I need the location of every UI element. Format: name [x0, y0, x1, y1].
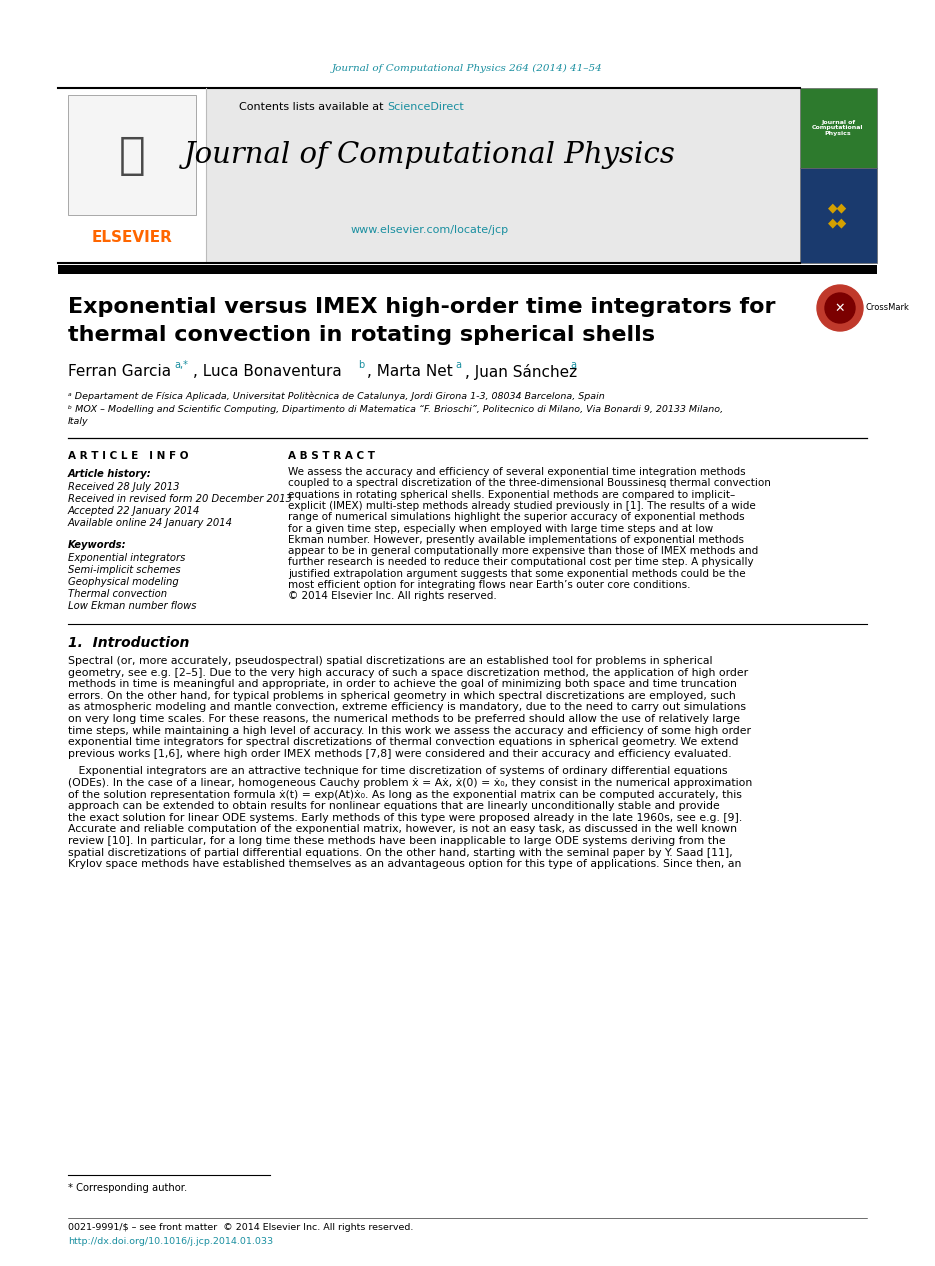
- Text: most efficient option for integrating flows near Earth’s outer core conditions.: most efficient option for integrating fl…: [288, 580, 691, 590]
- Text: Contents lists available at: Contents lists available at: [239, 103, 387, 111]
- Text: explicit (IMEX) multi-step methods already studied previously in [1]. The result: explicit (IMEX) multi-step methods alrea…: [288, 501, 755, 511]
- Text: ScienceDirect: ScienceDirect: [387, 103, 464, 111]
- Text: A B S T R A C T: A B S T R A C T: [288, 451, 375, 461]
- Text: errors. On the other hand, for typical problems in spherical geometry in which s: errors. On the other hand, for typical p…: [68, 691, 736, 701]
- Bar: [58, 89, 800, 263]
- Text: the exact solution for linear ODE systems. Early methods of this type were propo: the exact solution for linear ODE system…: [68, 813, 742, 823]
- Text: geometry, see e.g. [2–5]. Due to the very high accuracy of such a space discreti: geometry, see e.g. [2–5]. Due to the ver…: [68, 667, 748, 677]
- Text: , Luca Bonaventura: , Luca Bonaventura: [193, 365, 342, 380]
- Bar: [68, 95, 196, 215]
- Text: Exponential integrators are an attractive technique for time discretization of s: Exponential integrators are an attractiv…: [68, 766, 727, 776]
- Text: a: a: [570, 360, 576, 370]
- Text: Semi-implicit schemes: Semi-implicit schemes: [68, 565, 180, 575]
- Text: Journal of Computational Physics 264 (2014) 41–54: Journal of Computational Physics 264 (20…: [332, 63, 602, 72]
- Text: Received in revised form 20 December 2013: Received in revised form 20 December 201…: [68, 494, 292, 504]
- Text: * Corresponding author.: * Corresponding author.: [68, 1182, 187, 1193]
- Text: Exponential versus IMEX high-order time integrators for: Exponential versus IMEX high-order time …: [68, 298, 775, 316]
- Text: for a given time step, especially when employed with large time steps and at low: for a given time step, especially when e…: [288, 524, 713, 533]
- Text: ✕: ✕: [835, 301, 845, 314]
- Circle shape: [817, 285, 863, 330]
- Text: , Juan Sánchez: , Juan Sánchez: [465, 365, 577, 380]
- Text: Article history:: Article history:: [68, 468, 151, 479]
- Text: exponential time integrators for spectral discretizations of thermal convection : exponential time integrators for spectra…: [68, 737, 739, 747]
- Bar: [800, 168, 877, 263]
- Text: a,*: a,*: [174, 360, 188, 370]
- Text: as atmospheric modeling and mantle convection, extreme efficiency is mandatory, : as atmospheric modeling and mantle conve…: [68, 703, 746, 713]
- Bar: [58, 89, 206, 263]
- Text: on very long time scales. For these reasons, the numerical methods to be preferr: on very long time scales. For these reas…: [68, 714, 740, 724]
- Text: of the solution representation formula ẋ(t) = exp(At)ẋ₀. As long as the exponent: of the solution representation formula ẋ…: [68, 790, 741, 800]
- Text: Accepted 22 January 2014: Accepted 22 January 2014: [68, 506, 200, 517]
- Text: http://dx.doi.org/10.1016/j.jcp.2014.01.033: http://dx.doi.org/10.1016/j.jcp.2014.01.…: [68, 1237, 273, 1246]
- Text: Available online 24 January 2014: Available online 24 January 2014: [68, 518, 233, 528]
- Text: © 2014 Elsevier Inc. All rights reserved.: © 2014 Elsevier Inc. All rights reserved…: [288, 591, 496, 601]
- Text: Thermal convection: Thermal convection: [68, 589, 167, 599]
- Text: further research is needed to reduce their computational cost per time step. A p: further research is needed to reduce the…: [288, 557, 754, 567]
- Bar: [800, 89, 877, 168]
- Text: previous works [1,6], where high order IMEX methods [7,8] were considered and th: previous works [1,6], where high order I…: [68, 748, 731, 758]
- Text: , Marta Net: , Marta Net: [367, 365, 453, 380]
- Text: methods in time is meaningful and appropriate, in order to achieve the goal of m: methods in time is meaningful and approp…: [68, 679, 737, 689]
- Text: equations in rotating spherical shells. Exponential methods are compared to impl: equations in rotating spherical shells. …: [288, 490, 735, 500]
- Text: Ekman number. However, presently available implementations of exponential method: Ekman number. However, presently availab…: [288, 534, 744, 544]
- Text: Geophysical modeling: Geophysical modeling: [68, 577, 179, 587]
- Text: spatial discretizations of partial differential equations. On the other hand, st: spatial discretizations of partial diffe…: [68, 848, 733, 857]
- Text: www.elsevier.com/locate/jcp: www.elsevier.com/locate/jcp: [351, 225, 509, 235]
- Text: Journal of Computational Physics: Journal of Computational Physics: [184, 141, 676, 168]
- Text: ◆◆
◆◆: ◆◆ ◆◆: [828, 201, 848, 229]
- Text: Keywords:: Keywords:: [68, 541, 126, 549]
- Text: Italy: Italy: [68, 418, 89, 427]
- Text: We assess the accuracy and efficiency of several exponential time integration me: We assess the accuracy and efficiency of…: [288, 467, 745, 477]
- Text: Received 28 July 2013: Received 28 July 2013: [68, 482, 180, 492]
- Text: ᵃ Departament de Física Aplicada, Universitat Politècnica de Catalunya, Jordi Gi: ᵃ Departament de Física Aplicada, Univer…: [68, 391, 605, 401]
- Text: a: a: [455, 360, 461, 370]
- Text: Journal of
Computational
Physics: Journal of Computational Physics: [813, 120, 864, 137]
- Text: Ferran Garcia: Ferran Garcia: [68, 365, 171, 380]
- Text: approach can be extended to obtain results for nonlinear equations that are line: approach can be extended to obtain resul…: [68, 801, 720, 812]
- Text: Spectral (or, more accurately, pseudospectral) spatial discretizations are an es: Spectral (or, more accurately, pseudospe…: [68, 656, 712, 666]
- Text: A R T I C L E   I N F O: A R T I C L E I N F O: [68, 451, 189, 461]
- Text: 1.  Introduction: 1. Introduction: [68, 636, 190, 649]
- Text: range of numerical simulations highlight the superior accuracy of exponential me: range of numerical simulations highlight…: [288, 513, 744, 522]
- Text: 0021-9991/$ – see front matter  © 2014 Elsevier Inc. All rights reserved.: 0021-9991/$ – see front matter © 2014 El…: [68, 1223, 413, 1233]
- Text: coupled to a spectral discretization of the three-dimensional Boussinesq thermal: coupled to a spectral discretization of …: [288, 479, 770, 489]
- Text: review [10]. In particular, for a long time these methods have been inapplicable: review [10]. In particular, for a long t…: [68, 836, 726, 846]
- Text: justified extrapolation argument suggests that some exponential methods could be: justified extrapolation argument suggest…: [288, 568, 745, 579]
- Text: ELSEVIER: ELSEVIER: [92, 230, 172, 246]
- Text: ᵇ MOX – Modelling and Scientific Computing, Dipartimento di Matematica “F. Brios: ᵇ MOX – Modelling and Scientific Computi…: [68, 405, 723, 414]
- Text: CrossMark: CrossMark: [866, 304, 910, 313]
- Text: Exponential integrators: Exponential integrators: [68, 553, 185, 563]
- Text: appear to be in general computationally more expensive than those of IMEX method: appear to be in general computationally …: [288, 546, 758, 556]
- Bar: [58, 265, 877, 273]
- Text: Low Ekman number flows: Low Ekman number flows: [68, 601, 196, 611]
- Text: (ODEs). In the case of a linear, homogeneous Cauchy problem ẋ̇ = Aẋ, ẋ(0) = ẋ₀, : (ODEs). In the case of a linear, homogen…: [68, 779, 753, 787]
- Circle shape: [825, 292, 855, 323]
- Text: Accurate and reliable computation of the exponential matrix, however, is not an : Accurate and reliable computation of the…: [68, 824, 737, 834]
- Text: time steps, while maintaining a high level of accuracy. In this work we assess t: time steps, while maintaining a high lev…: [68, 725, 751, 736]
- Text: thermal convection in rotating spherical shells: thermal convection in rotating spherical…: [68, 325, 655, 346]
- Text: Krylov space methods have established themselves as an advantageous option for t: Krylov space methods have established th…: [68, 860, 741, 870]
- Text: 🌲: 🌲: [119, 133, 145, 176]
- Text: b: b: [358, 360, 365, 370]
